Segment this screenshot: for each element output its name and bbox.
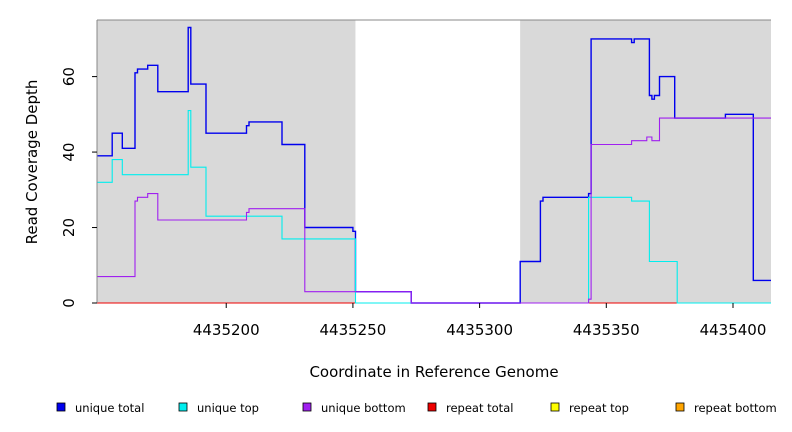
legend-swatch (56, 402, 66, 412)
y-axis: 0 20 40 60 (60, 67, 97, 308)
series-unique-top (97, 110, 771, 304)
legend-item-repeat-top: repeat top (550, 401, 629, 415)
x-axis: 4435200 4435250 4435300 4435350 4435400 (193, 303, 767, 339)
y-tick-label: 0 (60, 298, 78, 308)
legend-label: unique total (75, 401, 144, 415)
legend-label: unique bottom (321, 401, 406, 415)
x-tick-label: 4435350 (573, 321, 640, 339)
y-tick-label: 40 (60, 143, 78, 162)
legend-swatch (427, 402, 437, 412)
x-tick-label: 4435300 (446, 321, 513, 339)
legend-item-repeat-total: repeat total (427, 401, 513, 415)
x-tick-label: 4435250 (320, 321, 387, 339)
legend-item-unique-top: unique top (178, 401, 259, 415)
legend-swatch (675, 402, 685, 412)
legend-item-unique-total: unique total (56, 401, 144, 415)
x-tick-label: 4435400 (700, 321, 767, 339)
legend-swatch (178, 402, 188, 412)
legend-label: repeat top (569, 401, 629, 415)
series-lines (97, 26, 771, 304)
x-axis-label: Coordinate in Reference Genome (309, 363, 558, 381)
shaded-regions (97, 20, 771, 303)
legend-swatch (550, 402, 560, 412)
legend-swatch (302, 402, 312, 412)
x-tick-label: 4435200 (193, 321, 260, 339)
shaded-region-2 (520, 20, 771, 303)
y-tick-label: 60 (60, 67, 78, 86)
y-tick-label: 20 (60, 218, 78, 237)
legend-label: repeat total (446, 401, 513, 415)
series-unique-bottom (97, 117, 771, 304)
shaded-region-1 (97, 20, 356, 303)
legend-item-unique-bottom: unique bottom (302, 401, 406, 415)
legend-label: repeat bottom (694, 401, 777, 415)
legend-item-repeat-bottom: repeat bottom (675, 401, 777, 415)
legend: unique total unique top unique bottom repea… (56, 401, 777, 415)
legend-label: unique top (197, 401, 259, 415)
y-axis-label: Read Coverage Depth (23, 80, 41, 245)
plot-frame (96, 19, 771, 303)
